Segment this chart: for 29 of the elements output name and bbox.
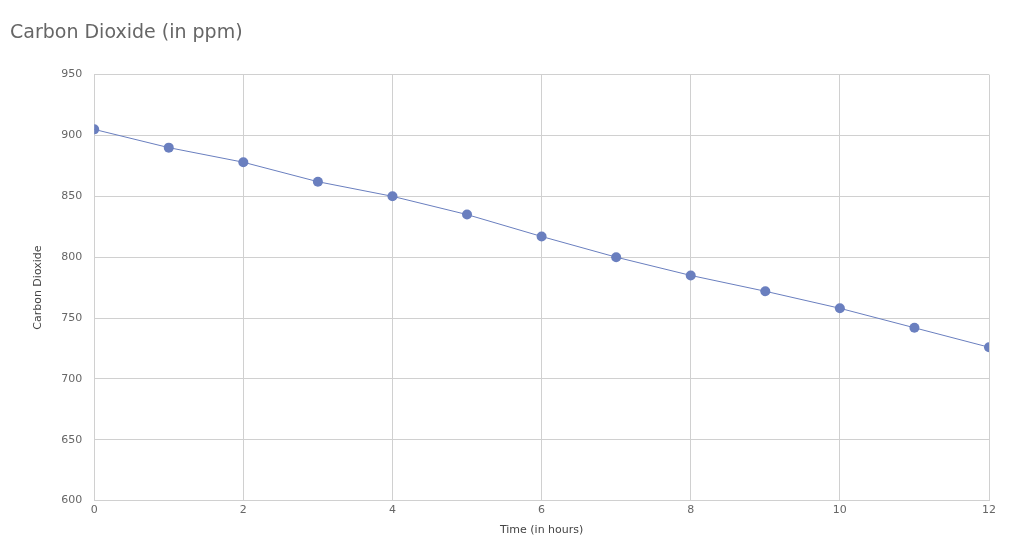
point <box>611 252 622 263</box>
point <box>387 191 398 202</box>
y-tick-label: 600 <box>61 493 83 507</box>
y-tick-label: 900 <box>61 128 83 142</box>
y-tick-label: 950 <box>61 67 83 81</box>
x-tick-label: 6 <box>538 503 546 517</box>
x-axis-title: Time (in hours) <box>498 523 584 537</box>
point <box>163 142 174 153</box>
y-tick-label: 850 <box>61 189 83 203</box>
y-tick-label: 700 <box>61 371 83 385</box>
point <box>312 176 323 187</box>
y-tick-label: 800 <box>61 250 83 264</box>
x-tick-label: 10 <box>832 503 847 517</box>
point <box>760 286 771 297</box>
x-tick-label: 2 <box>239 503 247 517</box>
point <box>462 209 473 220</box>
point <box>536 231 547 242</box>
x-tick-label: 4 <box>388 503 396 517</box>
x-tick-label: 0 <box>90 503 98 517</box>
x-tick-label: 12 <box>982 503 996 517</box>
chart-title: Carbon Dioxide (in ppm) <box>9 19 244 44</box>
point <box>238 157 249 168</box>
y-tick-label: 650 <box>61 432 83 446</box>
point <box>834 303 845 314</box>
y-tick-label: 750 <box>61 310 83 324</box>
y-axis-title: Carbon Dioxide <box>31 245 45 330</box>
x-tick-label: 8 <box>687 503 695 517</box>
point <box>685 270 696 281</box>
point <box>909 322 920 333</box>
